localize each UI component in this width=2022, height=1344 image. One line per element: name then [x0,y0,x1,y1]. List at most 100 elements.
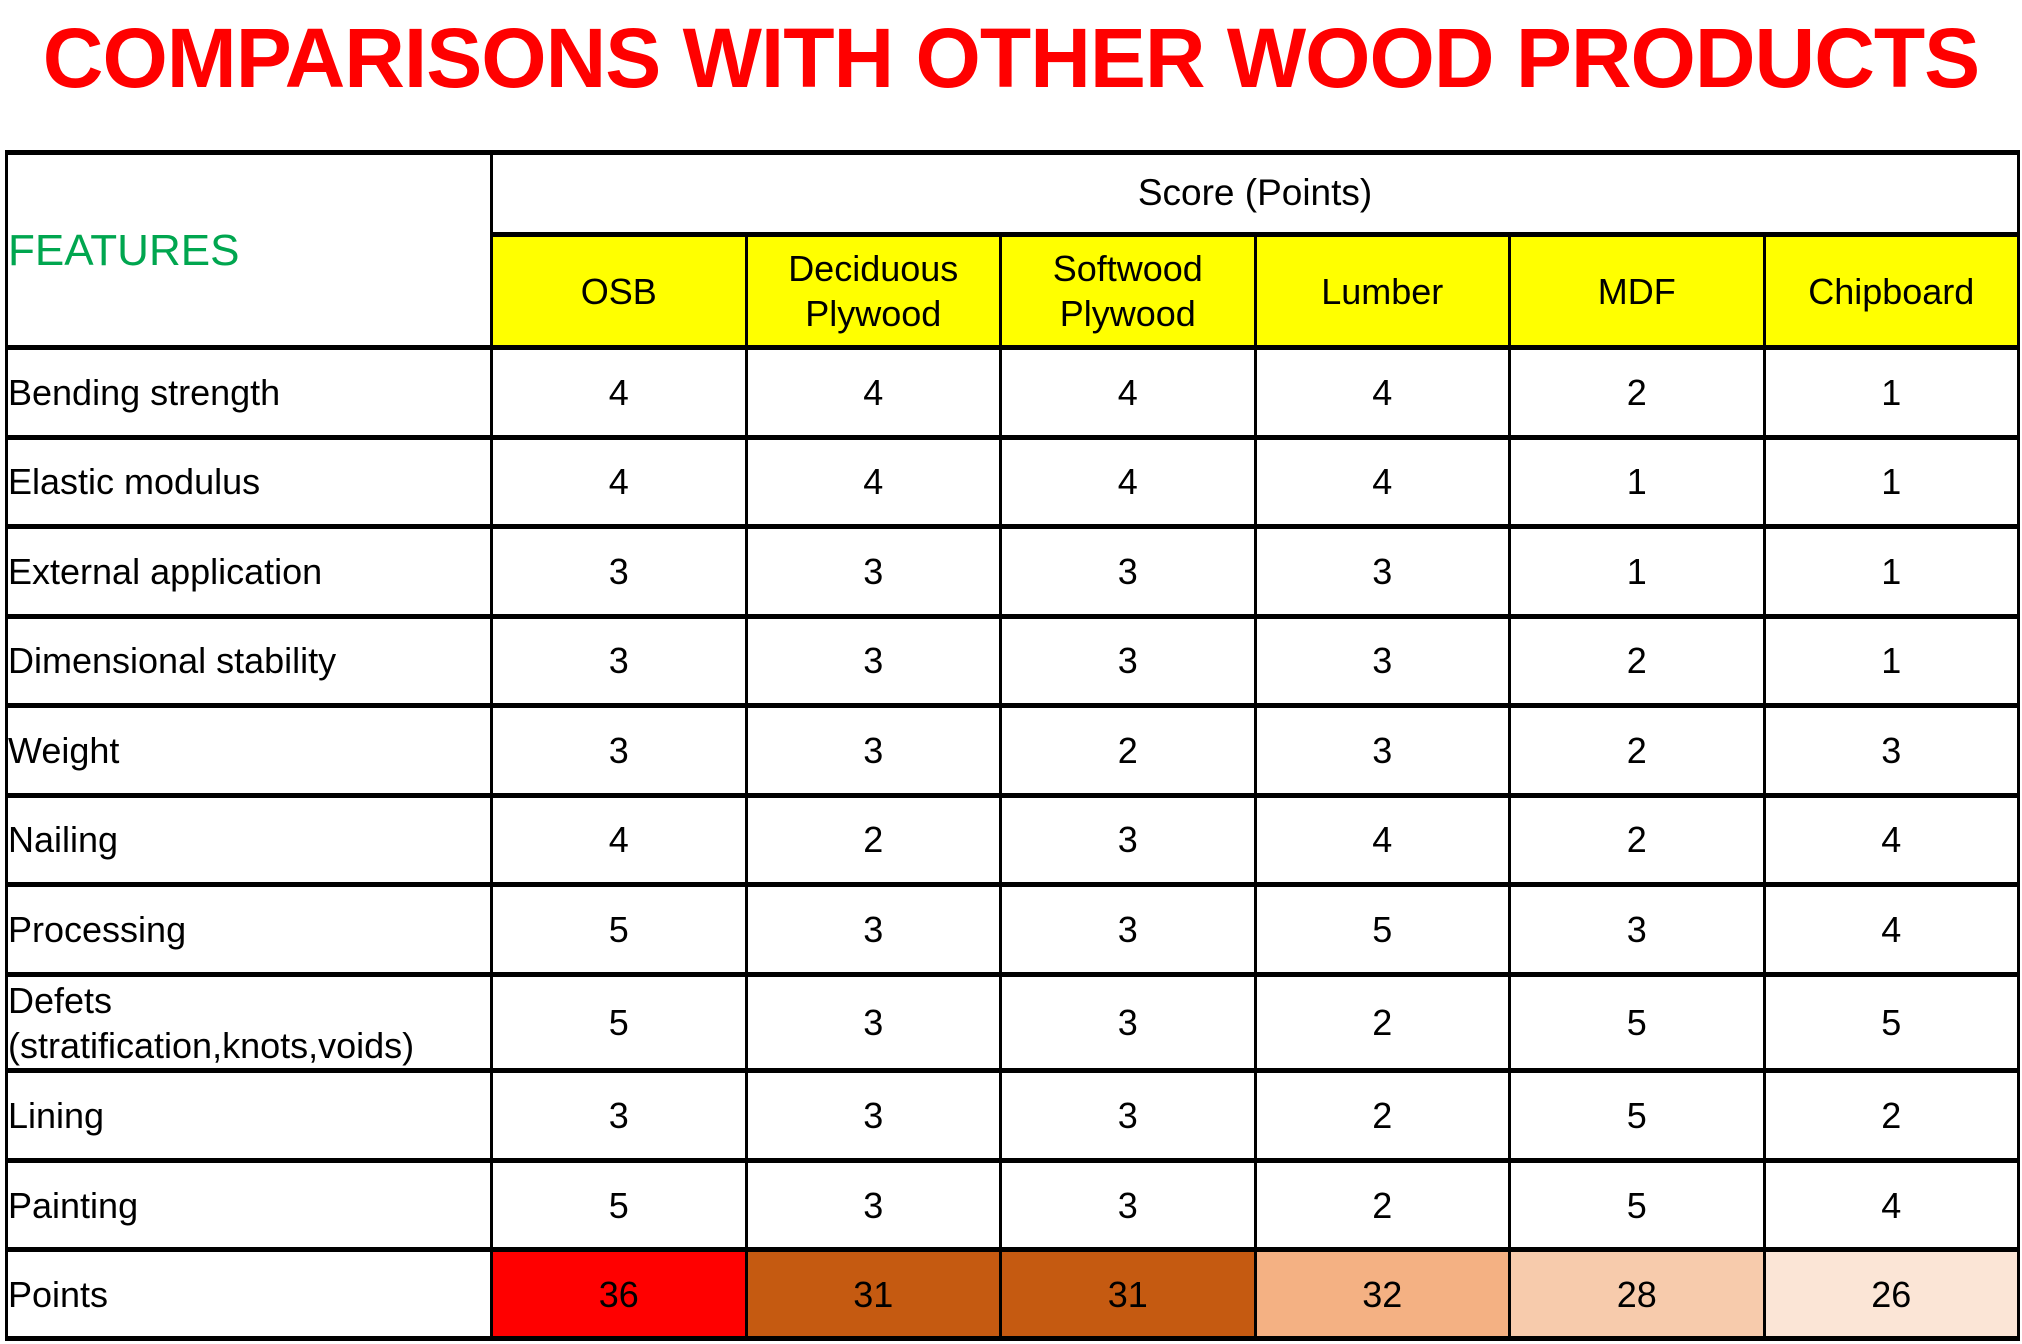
row-label: Weight [5,703,493,798]
row-label: Painting [5,1157,493,1253]
feature-row-nailing: Nailing 4 2 3 4 2 4 [5,792,2021,888]
score-points-header: Score (Points) [489,150,2021,237]
score-value-cell: 5 [490,1157,748,1253]
feature-row-weight: Weight 3 3 2 3 2 3 [5,703,2021,798]
score-value-cell: 4 [1762,1157,2021,1253]
score-value-cell: 2 [1253,1157,1511,1253]
column-header-chipboard: Chipboard [1762,232,2021,350]
column-header-deciduous-plywood: Deciduous Plywood [744,232,1002,350]
score-value-cell: 4 [1253,434,1511,530]
feature-row-defets-stratification-knots-voids: Defets (stratification,knots,voids) 5 3 3 2 5… [5,971,2021,1074]
score-value-cell: 4 [744,434,1002,530]
column-header-softwood-plywood: Softwood Plywood [999,232,1257,350]
score-value-cell: 3 [999,524,1257,619]
feature-row-bending-strength: Bending strength 4 4 4 4 2 1 [5,345,2021,440]
score-value-cell: 5 [1508,1157,1766,1253]
column-header-mdf: MDF [1508,232,1766,350]
score-value-cell: 3 [490,1068,748,1163]
score-value-cell: 1 [1762,434,2021,530]
feature-row-elastic-modulus: Elastic modulus 4 4 4 4 1 1 [5,434,2021,530]
points-value-cell: 28 [1508,1247,1766,1341]
score-value-cell: 3 [999,1068,1257,1163]
score-value-cell: 3 [744,1157,1002,1253]
feature-row-dimensional-stability: Dimensional stability 3 3 3 3 2 1 [5,613,2021,709]
points-value-cell: 26 [1762,1247,2021,1341]
product-header-row: OSB Deciduous Plywood Softwood Plywood Lumb… [7,232,2021,350]
score-value-cell: 2 [1508,345,1766,440]
score-value-cell: 3 [744,524,1002,619]
points-value-cell: 32 [1253,1247,1511,1341]
score-value-cell: 4 [490,792,748,888]
score-value-cell: 5 [1508,971,1766,1074]
score-value-cell: 2 [999,703,1257,798]
score-value-cell: 3 [744,971,1002,1074]
score-value-cell: 3 [1508,882,1766,977]
score-value-cell: 2 [1508,792,1766,888]
score-value-cell: 1 [1508,524,1766,619]
score-value-cell: 3 [999,971,1257,1074]
score-value-cell: 2 [1508,613,1766,709]
score-value-cell: 1 [1508,434,1766,530]
score-value-cell: 4 [999,434,1257,530]
score-value-cell: 3 [490,613,748,709]
score-value-cell: 3 [999,613,1257,709]
score-value-cell: 4 [490,434,748,530]
score-value-cell: 3 [1253,524,1511,619]
score-value-cell: 5 [490,882,748,977]
score-value-cell: 3 [490,703,748,798]
feature-row-lining: Lining 3 3 3 2 5 2 [5,1068,2021,1163]
score-value-cell: 5 [1762,971,2021,1074]
comparison-table: FEATURES Score (Points) OSB Deciduous Ply… [5,150,2021,1341]
column-header-osb: OSB [490,232,748,350]
row-label: Dimensional stability [5,613,493,709]
score-value-cell: 2 [1508,703,1766,798]
feature-row-processing: Processing 5 3 3 5 3 4 [5,882,2021,977]
score-value-cell: 2 [1762,1068,2021,1163]
score-value-cell: 3 [744,613,1002,709]
score-value-cell: 1 [1762,524,2021,619]
row-label: Lining [5,1068,493,1163]
row-label: Nailing [5,792,493,888]
features-header: FEATURES [5,150,493,350]
score-value-cell: 3 [744,882,1002,977]
score-value-cell: 4 [1762,792,2021,888]
row-label: Bending strength [5,345,493,440]
page-title: COMPARISONS WITH OTHER WOOD PRODUCTS [42,11,1980,105]
row-label: Processing [5,882,493,977]
feature-row-external-application: External application 3 3 3 3 1 1 [5,524,2021,619]
points-value-cell: 31 [999,1247,1257,1341]
score-value-cell: 3 [744,703,1002,798]
score-value-cell: 4 [999,345,1257,440]
score-value-cell: 5 [1253,882,1511,977]
score-header-row: FEATURES Score (Points) [5,150,2021,350]
score-value-cell: 3 [999,792,1257,888]
score-value-cell: 3 [1253,613,1511,709]
score-value-cell: 1 [1762,613,2021,709]
score-value-cell: 4 [1762,882,2021,977]
row-label: Defets (stratification,knots,voids) [5,971,493,1074]
points-value-cell: 31 [744,1247,1002,1341]
score-value-cell: 4 [490,345,748,440]
score-value-cell: 1 [1762,345,2021,440]
score-value-cell: 3 [999,1157,1257,1253]
score-value-cell: 3 [1762,703,2021,798]
points-value-cell: 36 [490,1247,748,1341]
score-value-cell: 3 [490,524,748,619]
score-value-cell: 3 [999,882,1257,977]
score-value-cell: 2 [1253,971,1511,1074]
row-label: External application [5,524,493,619]
column-header-lumber: Lumber [1253,232,1511,350]
score-value-cell: 4 [1253,792,1511,888]
score-value-cell: 5 [490,971,748,1074]
points-total-row: Points 36 31 31 32 28 26 [5,1247,2021,1341]
score-value-cell: 4 [744,345,1002,440]
score-value-cell: 2 [1253,1068,1511,1163]
score-value-cell: 2 [744,792,1002,888]
score-value-cell: 3 [1253,703,1511,798]
score-value-cell: 4 [1253,345,1511,440]
table-body: Bending strength 4 4 4 4 2 1 Elastic modulus 4 4 4… [5,345,2021,1341]
score-value-cell: 5 [1508,1068,1766,1163]
score-value-cell: 3 [744,1068,1002,1163]
row-label: Elastic modulus [5,434,493,530]
